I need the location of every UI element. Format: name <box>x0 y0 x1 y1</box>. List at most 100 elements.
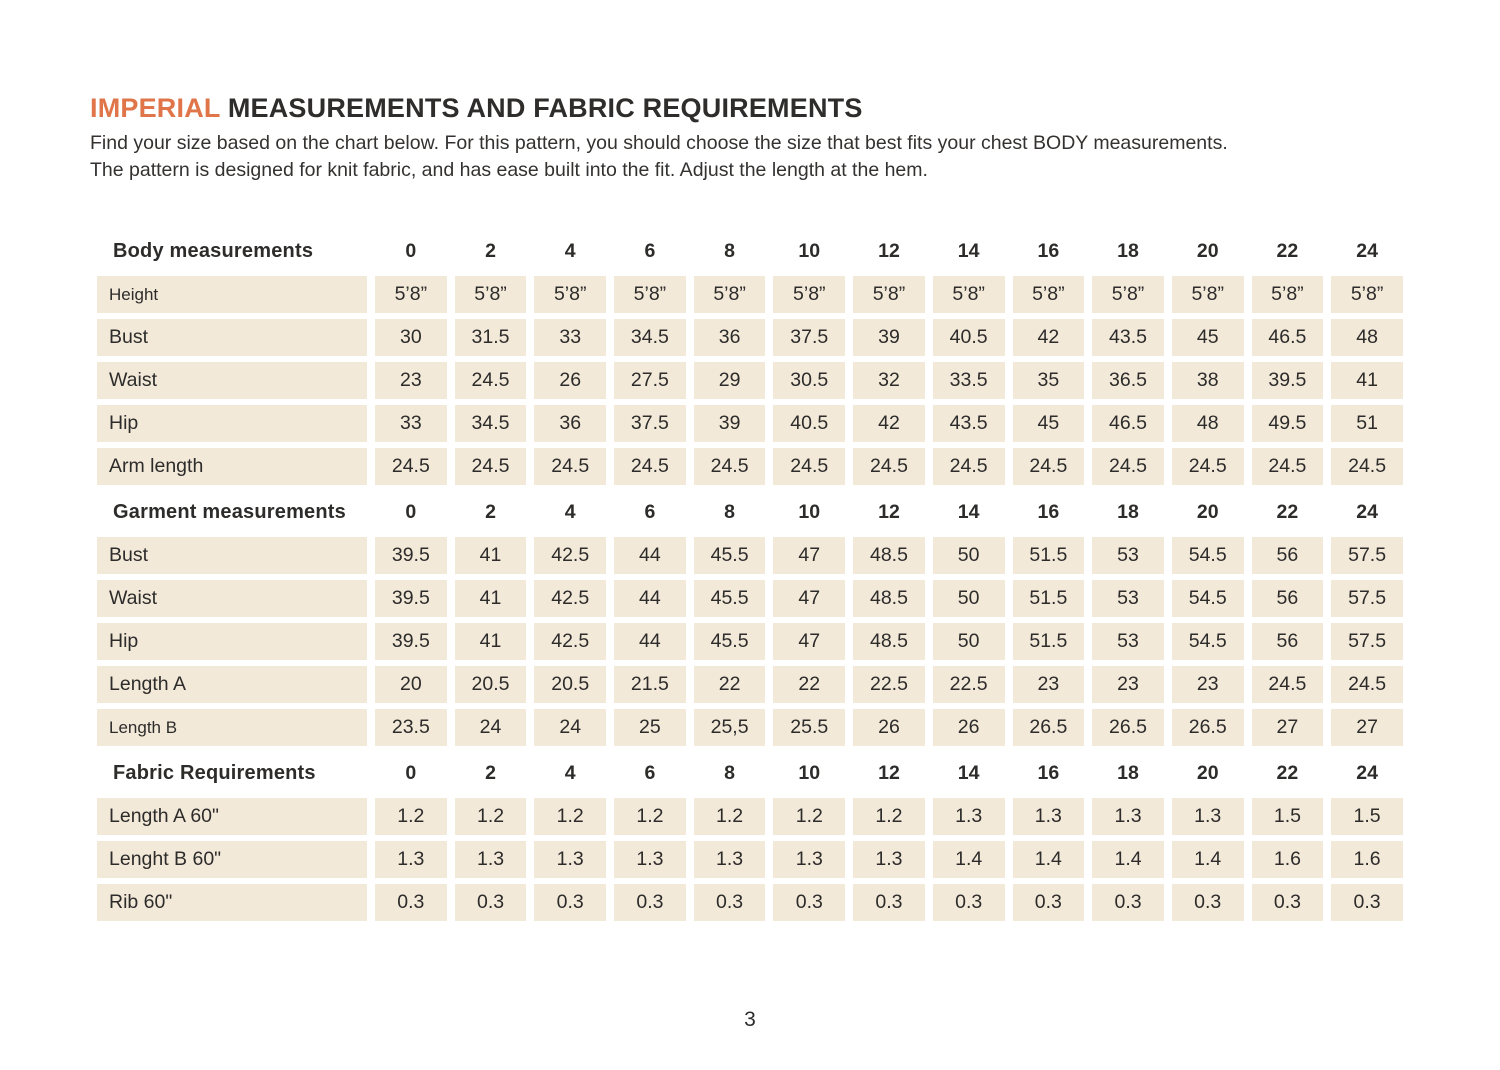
data-cell: 1.3 <box>614 841 686 878</box>
size-column-header: 0 <box>405 239 417 262</box>
row-label: Bust <box>97 537 367 574</box>
data-cell: 45 <box>1171 319 1244 356</box>
row-label: Length B <box>97 709 367 746</box>
size-column-header: 24 <box>1356 500 1378 523</box>
table-section-header-row: Fabric Requirements 0 2 4 6 8 10 12 14 16 18 20 22 24 <box>97 752 1403 794</box>
table-row: Length A 20 20.5 20.5 21.5 22 22 22.5 22.5 23 23 23… <box>97 666 1403 703</box>
data-cell: 24.5 <box>1012 448 1085 485</box>
data-cell: 54.5 <box>1171 537 1244 574</box>
data-cell: 57.5 <box>1331 580 1403 617</box>
data-cell: 44 <box>614 537 686 574</box>
data-cell: 23.5 <box>375 709 447 746</box>
data-cell: 5’8” <box>932 276 1005 313</box>
data-cell: 50 <box>932 580 1005 617</box>
data-cell: 38 <box>1171 362 1244 399</box>
data-cell: 1.3 <box>534 841 607 878</box>
data-cell: 48 <box>1171 405 1244 442</box>
data-cell: 33 <box>534 319 607 356</box>
data-cell: 51.5 <box>1012 580 1085 617</box>
data-cell: 0.3 <box>853 884 925 921</box>
data-cell: 27.5 <box>614 362 686 399</box>
row-label: Hip <box>97 405 367 442</box>
data-cell: 45.5 <box>693 537 766 574</box>
data-cell: 24.5 <box>932 448 1005 485</box>
size-column-header: 12 <box>878 761 900 784</box>
size-column-header: 4 <box>564 761 576 784</box>
data-cell: 26.5 <box>1171 709 1244 746</box>
data-cell: 24.5 <box>1171 448 1244 485</box>
data-cell: 0.3 <box>534 884 607 921</box>
data-cell: 48.5 <box>853 537 925 574</box>
data-cell: 45.5 <box>693 623 766 660</box>
data-cell: 1.5 <box>1251 798 1324 835</box>
data-cell: 36 <box>534 405 607 442</box>
data-cell: 0.3 <box>693 884 766 921</box>
data-cell: 23 <box>1092 666 1164 703</box>
data-cell: 57.5 <box>1331 537 1403 574</box>
data-cell: 30 <box>375 319 447 356</box>
data-cell: 50 <box>932 623 1005 660</box>
size-column-header: 2 <box>485 761 496 784</box>
size-column-header: 22 <box>1276 239 1299 262</box>
data-cell: 45.5 <box>693 580 766 617</box>
section-header-label: Body measurements <box>113 239 314 262</box>
size-column-header: 22 <box>1276 761 1299 784</box>
data-cell: 24.5 <box>1331 666 1403 703</box>
data-cell: 48.5 <box>853 623 925 660</box>
table-row: Bust 30 31.5 33 34.5 36 37.5 39 40.5 42 43.5 45 46.5… <box>97 319 1403 356</box>
data-cell: 1.3 <box>693 841 766 878</box>
data-cell: 0.3 <box>1171 884 1244 921</box>
data-cell: 37.5 <box>773 319 846 356</box>
data-cell: 25.5 <box>773 709 846 746</box>
data-cell: 41 <box>454 623 527 660</box>
data-cell: 1.3 <box>1092 798 1164 835</box>
data-cell: 24.5 <box>693 448 766 485</box>
size-column-header: 12 <box>878 239 900 262</box>
data-cell: 24 <box>454 709 527 746</box>
data-cell: 54.5 <box>1171 623 1244 660</box>
size-column-header: 6 <box>644 500 656 523</box>
data-cell: 41 <box>454 580 527 617</box>
data-cell: 53 <box>1092 580 1164 617</box>
page-number: 3 <box>744 1008 756 1031</box>
data-cell: 24.5 <box>773 448 846 485</box>
data-cell: 20.5 <box>534 666 607 703</box>
size-column-header: 4 <box>564 500 576 523</box>
data-cell: 51.5 <box>1012 623 1085 660</box>
data-cell: 53 <box>1092 537 1164 574</box>
data-cell: 34.5 <box>614 319 686 356</box>
data-cell: 1.3 <box>454 841 527 878</box>
data-cell: 24.5 <box>1331 448 1403 485</box>
data-cell: 5’8” <box>693 276 766 313</box>
data-cell: 43.5 <box>932 405 1005 442</box>
data-cell: 23 <box>375 362 447 399</box>
data-cell: 22.5 <box>853 666 925 703</box>
data-cell: 37.5 <box>614 405 686 442</box>
data-cell: 29 <box>693 362 766 399</box>
intro-line-2: The pattern is designed for knit fabric,… <box>90 159 928 181</box>
size-column-header: 20 <box>1196 500 1219 523</box>
data-cell: 44 <box>614 580 686 617</box>
size-column-header: 20 <box>1196 239 1219 262</box>
data-cell: 5’8” <box>614 276 686 313</box>
section-header-label: Garment measurements <box>113 500 346 523</box>
size-column-header: 2 <box>485 500 496 523</box>
data-cell: 1.5 <box>1331 798 1403 835</box>
data-cell: 1.3 <box>375 841 447 878</box>
data-cell: 20.5 <box>454 666 527 703</box>
table-row: Hip 33 34.5 36 37.5 39 40.5 42 43.5 45 46.5 48 49.5 5… <box>97 405 1403 442</box>
data-cell: 35 <box>1012 362 1085 399</box>
data-cell: 42 <box>853 405 925 442</box>
data-cell: 5’8” <box>375 276 447 313</box>
data-cell: 25 <box>614 709 686 746</box>
table-row: Waist 39.5 41 42.5 44 45.5 47 48.5 50 51.5 53 54.5 5… <box>97 580 1403 617</box>
data-cell: 1.2 <box>375 798 447 835</box>
data-cell: 1.4 <box>1012 841 1085 878</box>
data-cell: 1.2 <box>534 798 607 835</box>
data-cell: 47 <box>773 537 846 574</box>
data-cell: 44 <box>614 623 686 660</box>
size-column-header: 10 <box>798 239 821 262</box>
table-row: Lenght B 60" 1.3 1.3 1.3 1.3 1.3 1.3 1.3 1.4 1.4 1… <box>97 841 1403 878</box>
data-cell: 24.5 <box>1251 448 1324 485</box>
size-column-header: 2 <box>485 239 496 262</box>
